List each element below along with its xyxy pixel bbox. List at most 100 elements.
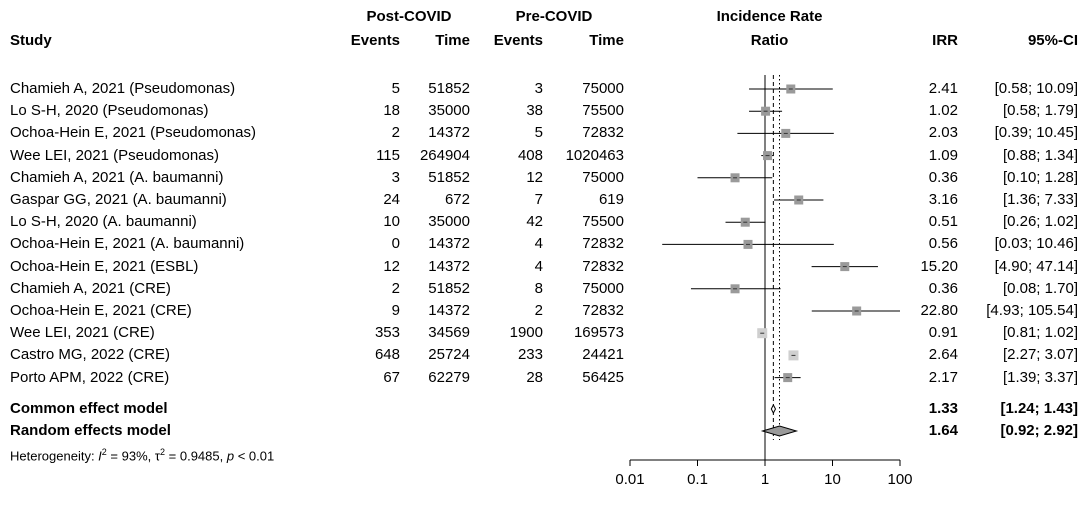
post-events: 648	[374, 346, 400, 364]
irr-value: 0.51	[928, 213, 958, 231]
ci-value: [0.26; 1.02]	[1002, 213, 1078, 231]
random-effects-ci: [0.92; 2.92]	[1000, 422, 1078, 439]
irr-value: 3.16	[928, 191, 958, 208]
pre-time: 169573	[573, 324, 624, 342]
ci-value: [0.58; 10.09]	[994, 80, 1078, 97]
study-name: Lo S-H, 2020 (Pseudomonas)	[10, 102, 209, 120]
irr-header: IRR	[932, 32, 958, 49]
study-name: Chamieh A, 2021 (Pseudomonas)	[10, 80, 236, 97]
pre-events: 4	[534, 235, 543, 253]
pre-time: 72832	[582, 235, 624, 253]
ci-value: [0.10; 1.28]	[1002, 168, 1078, 186]
irr-value: 15.20	[920, 257, 958, 275]
irr-title-line1: Incidence Rate	[716, 8, 823, 25]
study-name: Ochoa-Hein E, 2021 (A. baumanni)	[10, 235, 245, 253]
pre-time: 56425	[582, 368, 624, 386]
post-time: 51852	[428, 80, 470, 97]
pre-events: 2	[534, 302, 543, 319]
irr-value: 2.17	[928, 368, 958, 386]
pre-time-header: Time	[589, 32, 624, 49]
pre-events-header: Events	[493, 32, 543, 49]
pre-events: 3	[534, 80, 543, 97]
pre-time: 72832	[582, 257, 624, 275]
x-tick-label: 0.01	[615, 471, 644, 488]
irr-value: 0.56	[928, 235, 958, 253]
post-events: 18	[383, 102, 400, 120]
random-effects-diamond	[760, 425, 799, 437]
pre-events: 4	[534, 257, 543, 275]
study-header: Study	[10, 32, 52, 49]
post-time: 14372	[428, 124, 470, 142]
x-tick-label: 1	[761, 471, 769, 488]
study-name: Gaspar GG, 2021 (A. baumanni)	[10, 191, 227, 208]
study-name: Chamieh A, 2021 (CRE)	[10, 279, 171, 297]
irr-value: 2.64	[928, 346, 958, 364]
study-name: Castro MG, 2022 (CRE)	[10, 346, 171, 364]
pre-events: 12	[526, 168, 543, 186]
pre-events: 42	[526, 213, 543, 231]
x-tick-label: 100	[887, 471, 912, 488]
post-events: 0	[391, 235, 400, 253]
irr-value: 2.41	[928, 80, 958, 97]
ci-value: [0.88; 1.34]	[1002, 146, 1078, 164]
post-time: 14372	[428, 257, 470, 275]
post-events: 10	[383, 213, 400, 231]
ci-value: [4.90; 47.14]	[994, 257, 1078, 275]
post-events: 353	[374, 324, 400, 342]
pre-time: 75000	[582, 80, 624, 97]
random-effects-irr: 1.64	[928, 422, 958, 439]
irr-value: 22.80	[920, 302, 958, 319]
post-time: 25724	[428, 346, 470, 364]
irr-value: 2.03	[928, 124, 958, 142]
post-time: 14372	[428, 235, 470, 253]
post-events: 24	[383, 191, 400, 208]
pre-events: 408	[517, 146, 543, 164]
study-name: Porto APM, 2022 (CRE)	[10, 368, 170, 386]
pre-events: 5	[534, 124, 543, 142]
study-name: Ochoa-Hein E, 2021 (Pseudomonas)	[10, 124, 256, 142]
study-name: Wee LEI, 2021 (Pseudomonas)	[10, 146, 220, 164]
post-events: 3	[391, 168, 400, 186]
post-events: 12	[383, 257, 400, 275]
ci-value: [1.36; 7.33]	[1002, 191, 1078, 208]
study-name: Ochoa-Hein E, 2021 (ESBL)	[10, 257, 199, 275]
ci-value: [0.58; 1.79]	[1002, 102, 1078, 120]
post-events: 115	[376, 146, 400, 164]
post-covid-header: Post-COVID	[366, 8, 452, 25]
pre-time: 75000	[582, 279, 624, 297]
post-events: 2	[391, 124, 400, 142]
pre-time: 619	[598, 191, 624, 208]
heterogeneity-text: Heterogeneity: I2 = 93%, τ2 = 0.9485, p …	[10, 447, 275, 464]
post-time: 51852	[428, 168, 470, 186]
study-name: Lo S-H, 2020 (A. baumanni)	[10, 213, 197, 231]
common-effect-ci: [1.24; 1.43]	[1000, 400, 1078, 417]
ci-value: [0.03; 10.46]	[994, 235, 1078, 253]
ci-value: [0.39; 10.45]	[994, 124, 1078, 142]
post-events: 67	[383, 368, 400, 386]
irr-value: 1.02	[928, 102, 958, 120]
post-time: 51852	[428, 279, 470, 297]
irr-value: 0.36	[928, 279, 958, 297]
ci-header: 95%-CI	[1027, 32, 1078, 49]
pre-time: 1020463	[565, 146, 624, 164]
post-time: 34569	[428, 324, 470, 342]
ci-value: [0.81; 1.02]	[1002, 324, 1078, 342]
post-time: 264904	[419, 146, 470, 164]
post-events: 5	[391, 80, 400, 97]
post-events: 2	[391, 279, 400, 297]
irr-value: 0.36	[928, 168, 958, 186]
ci-value: [1.39; 3.37]	[1002, 368, 1078, 386]
post-time-header: Time	[435, 32, 470, 49]
post-time: 62279	[428, 368, 470, 386]
pre-events: 38	[526, 102, 543, 120]
ci-value: [2.27; 3.07]	[1002, 346, 1078, 364]
pre-time: 72832	[582, 302, 624, 319]
pre-events: 1900	[509, 324, 543, 342]
irr-value: 1.09	[928, 146, 958, 164]
pre-events: 233	[517, 346, 543, 364]
common-effect-diamond	[770, 403, 777, 415]
irr-title-line2: Ratio	[750, 32, 789, 49]
pre-time: 75500	[582, 213, 624, 231]
pre-events: 8	[534, 279, 543, 297]
